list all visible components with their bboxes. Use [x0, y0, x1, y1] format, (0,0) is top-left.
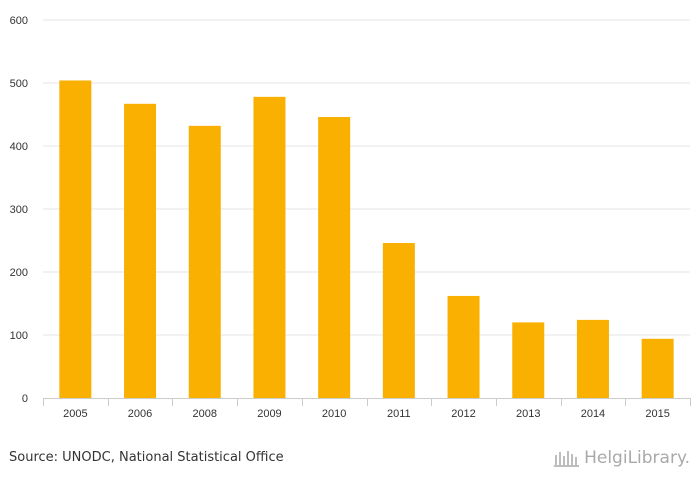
bar-2012[interactable]: [447, 295, 480, 398]
y-tick-label: 500: [10, 78, 28, 90]
x-tick-label: 2005: [63, 408, 87, 420]
helgi-library-logo[interactable]: HelgiLibrary.: [554, 448, 690, 468]
bars: [59, 80, 674, 399]
y-axis-ticks: 0 100 200 300 400 500 600: [10, 15, 28, 405]
x-tick-label: 2011: [387, 408, 411, 420]
x-tick-label: 2010: [322, 408, 346, 420]
y-tick-label: 100: [10, 330, 28, 342]
x-tick-label: 2008: [193, 408, 217, 420]
y-tick-label: 600: [10, 15, 28, 27]
bar-2005[interactable]: [59, 80, 92, 398]
bar-2010[interactable]: [318, 117, 351, 399]
bar-2009[interactable]: [253, 96, 286, 399]
y-tick-label: 0: [22, 393, 28, 405]
x-tick-label: 2012: [451, 408, 475, 420]
y-tick-label: 300: [10, 204, 28, 216]
bar-2008[interactable]: [188, 125, 221, 398]
x-axis-ticks: 2005 2006 2008 2009 2010 2011 2012 2013 2014 2015: [63, 408, 670, 420]
bar-2015[interactable]: [641, 338, 674, 398]
x-axis: [43, 398, 691, 406]
bar-chart: 0 100 200 300 400 500 600 2005 2006 2008 2009 2010…: [10, 15, 691, 420]
bar-2006[interactable]: [124, 103, 157, 398]
y-tick-label: 400: [10, 141, 28, 153]
source-note: Source: UNODC, National Statistical Offi…: [9, 450, 284, 465]
brand-name: HelgiLibrary.: [584, 448, 690, 468]
x-tick-label: 2013: [516, 408, 540, 420]
x-tick-label: 2014: [581, 408, 605, 420]
bar-2011[interactable]: [382, 243, 415, 398]
bar-2013[interactable]: [512, 322, 545, 398]
x-tick-label: 2006: [128, 408, 152, 420]
x-tick-label: 2009: [257, 408, 281, 420]
bar-2014[interactable]: [576, 319, 609, 398]
x-tick-label: 2015: [645, 408, 669, 420]
y-tick-label: 200: [10, 267, 28, 279]
library-icon: [554, 451, 580, 467]
